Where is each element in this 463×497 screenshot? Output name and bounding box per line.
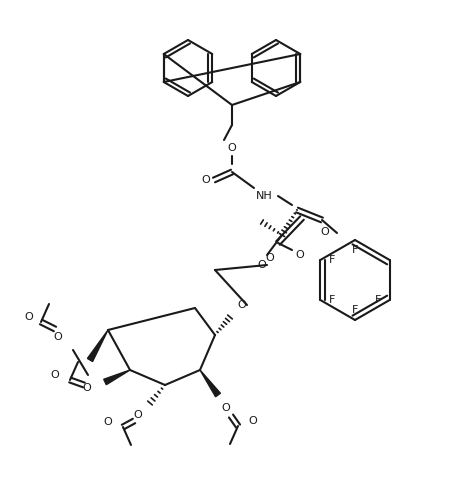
Text: F: F	[374, 295, 380, 305]
Text: O: O	[265, 253, 274, 263]
Text: NH: NH	[255, 191, 272, 201]
Text: F: F	[351, 305, 357, 315]
Text: O: O	[295, 250, 304, 260]
Text: O: O	[320, 227, 329, 237]
Text: F: F	[328, 255, 335, 265]
Text: O: O	[201, 175, 210, 185]
Text: O: O	[221, 403, 230, 413]
Text: O: O	[248, 416, 257, 426]
Text: O: O	[237, 300, 246, 310]
Text: O: O	[54, 332, 62, 342]
Text: O: O	[25, 312, 33, 322]
Text: O: O	[50, 370, 59, 380]
Polygon shape	[200, 370, 220, 397]
Polygon shape	[103, 370, 130, 385]
Text: O: O	[257, 260, 266, 270]
Text: F: F	[328, 295, 335, 305]
Polygon shape	[87, 330, 108, 361]
Text: F: F	[351, 245, 357, 255]
Text: O: O	[227, 143, 236, 153]
Text: O: O	[82, 383, 91, 393]
Text: O: O	[133, 410, 142, 420]
Text: O: O	[103, 417, 112, 427]
